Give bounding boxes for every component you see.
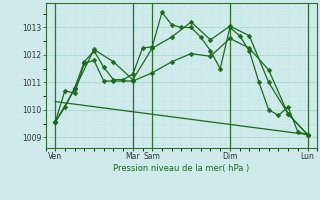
X-axis label: Pression niveau de la mer( hPa ): Pression niveau de la mer( hPa ) (113, 164, 250, 173)
